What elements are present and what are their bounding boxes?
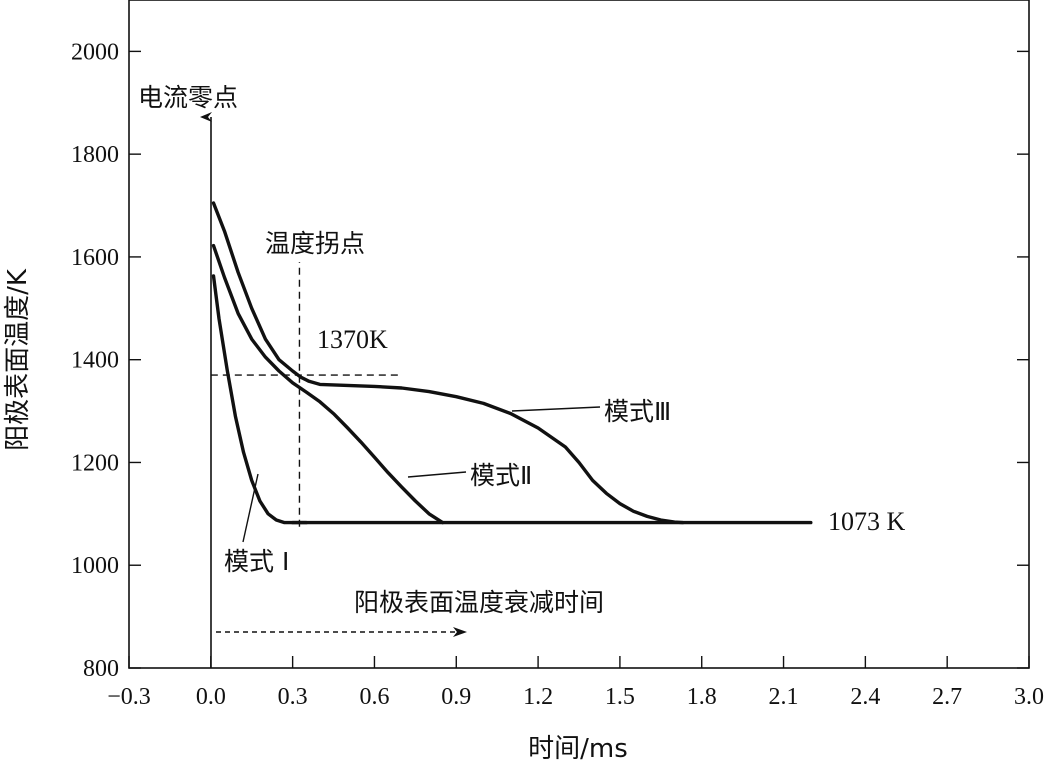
y-tick-label: 2000	[71, 39, 119, 65]
y-tick-label: 800	[83, 656, 119, 682]
y-tick-label: 1000	[71, 553, 119, 579]
end-temp-label: 1073 K	[828, 507, 906, 536]
data-series	[211, 201, 813, 525]
y-axis-title: 阳极表面温度/K	[3, 268, 33, 451]
y-axis-tick-labels: 800 1000 1200 1400 1600 1800 2000	[71, 39, 119, 682]
x-tick-label: 2.7	[932, 684, 962, 710]
current-zero-label: 电流零点	[138, 83, 238, 112]
plot-frame	[128, 0, 1030, 669]
x-axis-ticks	[128, 656, 1030, 668]
y-axis-ticks	[129, 50, 1029, 669]
x-tick-label: 0.9	[441, 684, 471, 710]
mode3-leader	[511, 406, 601, 412]
x-axis-tick-labels: −0.3 0.0 0.3 0.6 0.9 1.2 1.5 1.8 2.1 2.4 2.7 3.0	[107, 684, 1044, 710]
mode3-curve	[211, 201, 685, 525]
mode1-leader	[242, 473, 259, 543]
mode2-leader	[407, 471, 467, 478]
reference-lines	[210, 262, 402, 527]
mode1-curve	[211, 274, 308, 525]
inflection-value-label: 1370K	[317, 325, 388, 354]
x-tick-label: −0.3	[107, 684, 151, 710]
x-tick-label: 1.8	[687, 684, 717, 710]
x-tick-label: 2.4	[850, 684, 880, 710]
x-tick-label: 3.0	[1014, 684, 1044, 710]
mode2-curve	[211, 243, 445, 525]
x-tick-label: 0.3	[278, 684, 308, 710]
y-tick-label: 1200	[71, 450, 119, 476]
y-tick-label: 1800	[71, 142, 119, 168]
x-axis-title: 时间/ms	[528, 734, 628, 763]
inflection-label: 温度拐点	[265, 229, 365, 258]
decay-time-label: 阳极表面温度衰减时间	[354, 588, 604, 617]
x-tick-label: 2.1	[769, 684, 799, 710]
mode3-label: 模式Ⅲ	[604, 397, 671, 426]
x-tick-label: 1.2	[523, 684, 553, 710]
x-tick-label: 0.0	[196, 684, 226, 710]
y-tick-label: 1400	[71, 348, 119, 374]
mode1-label: 模式 Ⅰ	[224, 547, 289, 576]
x-tick-label: 1.5	[605, 684, 635, 710]
y-tick-label: 1600	[71, 245, 119, 271]
x-tick-label: 0.6	[359, 684, 389, 710]
mode2-label: 模式Ⅱ	[470, 461, 532, 490]
